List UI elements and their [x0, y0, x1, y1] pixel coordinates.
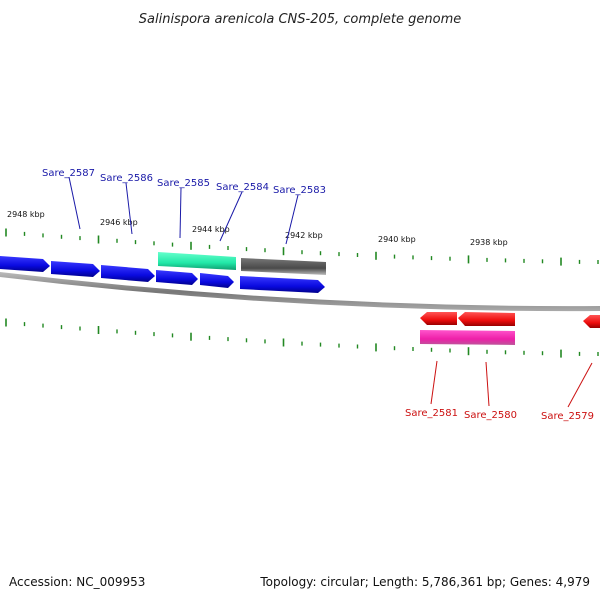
- genome-summary: Topology: circular; Length: 5,786,361 bp…: [259, 575, 590, 589]
- scale-label-2946: 2946 kbp: [100, 218, 138, 227]
- gene-labels-top: Sare_2587 Sare_2586 Sare_2585 Sare_2584 …: [42, 168, 326, 245]
- gene-arrow[interactable]: [156, 270, 198, 285]
- gene-arrow[interactable]: [200, 273, 234, 288]
- scale-ticks-outer: [5, 228, 599, 266]
- gene-arrow-reverse[interactable]: [458, 312, 515, 326]
- gene-label-sare-2585[interactable]: Sare_2585: [157, 178, 210, 189]
- scale-label-2942: 2942 kbp: [285, 231, 323, 240]
- gene-arrow[interactable]: [0, 256, 50, 272]
- map-title: Salinispora arenicola CNS-205, complete …: [139, 12, 461, 27]
- gene-feature[interactable]: [420, 330, 515, 345]
- gene-labels-bottom: Sare_2581 Sare_2580 Sare_2579: [405, 360, 594, 422]
- gene-label-sare-2587[interactable]: Sare_2587: [42, 168, 95, 179]
- gene-arrow-reverse[interactable]: [583, 315, 600, 328]
- gene-label-sare-2584[interactable]: Sare_2584: [216, 182, 269, 193]
- scale-label-2938: 2938 kbp: [470, 238, 508, 247]
- gene-arrow[interactable]: [240, 276, 325, 293]
- scale-label-2940: 2940 kbp: [378, 235, 416, 244]
- genome-backbone: [0, 272, 600, 312]
- gene-highlight[interactable]: [158, 252, 236, 270]
- gene-label-sare-2580[interactable]: Sare_2580: [464, 410, 517, 421]
- forward-genes-row1: [0, 252, 326, 282]
- gene-arrow-reverse[interactable]: [420, 312, 457, 325]
- scale-ticks-inner: [5, 318, 599, 358]
- accession-label: Accession: NC_009953: [9, 575, 145, 589]
- gene-arrow[interactable]: [101, 265, 155, 282]
- gene-label-sare-2586[interactable]: Sare_2586: [100, 173, 153, 184]
- reverse-genes: [420, 312, 600, 345]
- scale-label-2948: 2948 kbp: [7, 210, 45, 219]
- gene-other[interactable]: [241, 258, 326, 275]
- gene-label-sare-2583[interactable]: Sare_2583: [273, 185, 326, 196]
- gene-arrow[interactable]: [51, 261, 100, 277]
- gene-label-sare-2579[interactable]: Sare_2579: [541, 411, 594, 422]
- scale-label-2944: 2944 kbp: [192, 225, 230, 234]
- forward-genes-row2: [156, 270, 325, 293]
- gene-label-sare-2581[interactable]: Sare_2581: [405, 408, 458, 419]
